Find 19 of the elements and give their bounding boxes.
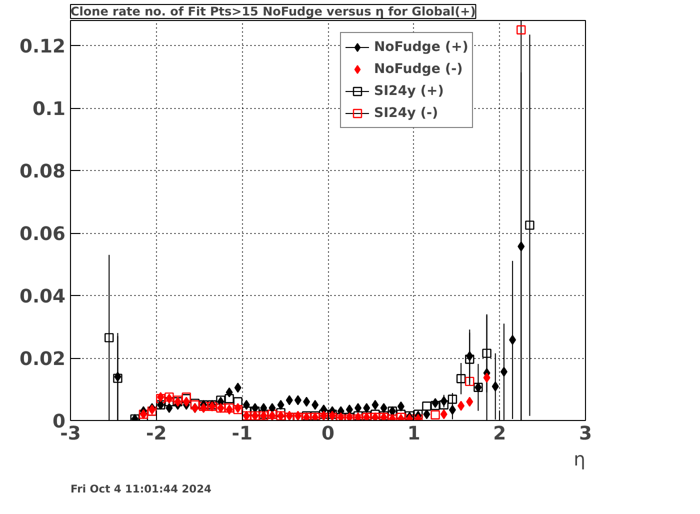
y-tick-label: 0.04: [19, 286, 66, 308]
chart-title: Clone rate no. of Fit Pts>15 NoFudge versus η for Global(+): [70, 4, 476, 18]
y-tick-label: 0.02: [19, 349, 66, 370]
x-tick-label: 3: [579, 424, 592, 444]
legend-label: SI24y (-): [374, 106, 438, 120]
x-axis-title: η: [574, 450, 586, 470]
y-tick-label: 0.08: [19, 162, 66, 182]
x-tick-label: 1: [407, 424, 420, 444]
legend-label: SI24y (+): [374, 84, 444, 98]
y-tick-label: 0.06: [19, 224, 66, 245]
text: Fri Oct 4 11:01:44 2024: [70, 482, 212, 496]
legend-label: NoFudge (-): [374, 62, 463, 76]
x-tick-label: -2: [146, 424, 167, 444]
x-tick-label: -1: [232, 424, 253, 444]
x-tick-label: 2: [493, 424, 506, 444]
y-tick-label: 0.1: [32, 99, 66, 120]
y-tick-label: 0.12: [19, 36, 66, 58]
x-tick-label: 0: [322, 424, 335, 444]
legend-label: NoFudge (+): [374, 40, 468, 54]
